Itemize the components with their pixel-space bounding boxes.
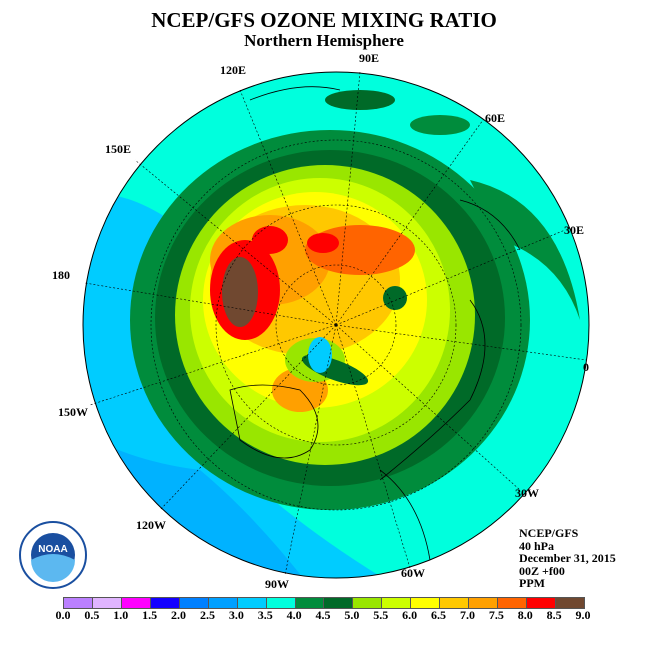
legend-tick-label: 4.0	[286, 608, 302, 622]
info-level: 40 hPa	[519, 538, 555, 553]
legend-swatch	[266, 598, 296, 608]
noaa-logo: NOAA	[19, 521, 87, 589]
legend-swatch	[440, 598, 470, 608]
legend-tick-label: 0.0	[55, 608, 71, 622]
legend-tick-label: 6.0	[402, 608, 418, 622]
legend-tick-label: 5.5	[373, 608, 389, 622]
legend-swatch	[208, 598, 238, 608]
lon-label-180: 180	[52, 268, 70, 282]
legend-tick-label: 5.0	[344, 608, 360, 622]
lon-label-120w: 120W	[136, 518, 166, 532]
legend-tick-label: 1.0	[113, 608, 129, 622]
legend-tick-label: 8.5	[546, 608, 562, 622]
svg-text:NOAA: NOAA	[38, 544, 67, 555]
info-time: 00Z +f00	[519, 563, 565, 578]
graticule	[84, 71, 587, 576]
legend-swatch	[295, 598, 325, 608]
lon-label-150w: 150W	[58, 405, 88, 419]
legend-swatch	[382, 598, 412, 608]
legend-tick-label: 1.5	[142, 608, 158, 622]
legend-tick-label: 8.0	[517, 608, 533, 622]
legend-tick-label: 3.5	[257, 608, 273, 622]
info-model: NCEP/GFS	[519, 526, 579, 540]
legend-swatch	[469, 598, 499, 608]
lon-label-90w: 90W	[265, 577, 289, 591]
lon-label-0: 0	[583, 360, 589, 374]
legend-swatch	[498, 598, 527, 608]
info-date: December 31, 2015	[519, 551, 616, 565]
legend-swatch	[237, 598, 267, 608]
coastlines	[229, 86, 521, 561]
legend-swatch	[411, 598, 441, 608]
legend-swatch	[555, 598, 584, 608]
legend-tick-label: 2.0	[171, 608, 187, 622]
legend-tick-label: 0.5	[84, 608, 100, 622]
lon-label-60w: 60W	[401, 566, 425, 580]
legend-tick-label: 9.0	[575, 608, 591, 622]
info-units: PPM	[519, 576, 545, 590]
info-block: NCEP/GFS 40 hPa December 31, 2015 00Z +f…	[519, 527, 616, 590]
band-8.5	[222, 257, 258, 327]
map-title: NCEP/GFS OZONE MIXING RATIO	[151, 8, 497, 32]
lon-label-90e: 90E	[359, 51, 380, 65]
legend-swatch	[353, 598, 383, 608]
legend-swatch	[92, 598, 122, 608]
legend-tick-label: 2.5	[199, 608, 215, 622]
legend-swatch	[64, 598, 93, 608]
lon-label-30w: 30W	[515, 486, 539, 500]
legend-tick-label: 4.5	[315, 608, 331, 622]
lon-label-120e: 120E	[220, 63, 247, 77]
legend-tick-label: 7.5	[488, 608, 504, 622]
legend-swatch	[324, 598, 354, 608]
map-subtitle: Northern Hemisphere	[244, 31, 404, 50]
color-legend-bar	[63, 597, 585, 609]
lon-label-60e: 60E	[485, 111, 506, 125]
legend-swatch	[527, 598, 556, 608]
legend-tick-label: 7.0	[459, 608, 475, 622]
lon-label-30e: 30E	[564, 223, 585, 237]
legend-tick-label: 6.5	[431, 608, 447, 622]
legend-swatch	[179, 598, 209, 608]
legend-swatch	[150, 598, 180, 608]
legend-swatch	[121, 598, 151, 608]
lon-label-150e: 150E	[105, 142, 132, 156]
legend-tick-label: 3.0	[228, 608, 244, 622]
color-legend-ticks: 0.0 0.5 1.0 1.5 2.0 2.5 3.0 3.5 4.0 4.5 5.0 5.5 6.0 6…	[56, 608, 591, 622]
